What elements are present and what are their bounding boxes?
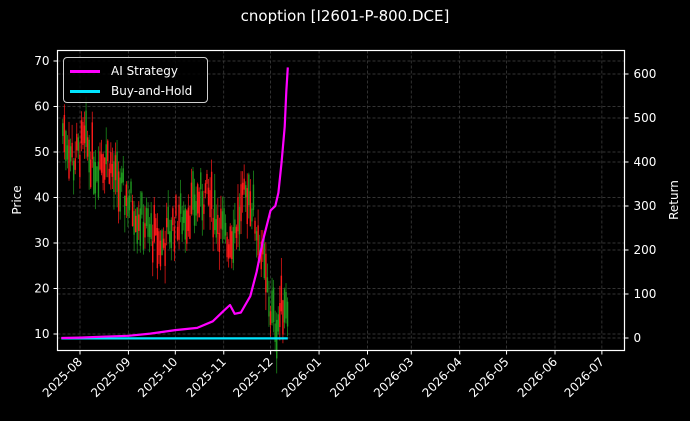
legend-label: AI Strategy	[111, 64, 178, 78]
y-tick-label: 50	[34, 145, 49, 159]
y2-tick-label: 0	[634, 331, 642, 345]
y-tick-label: 10	[34, 327, 49, 341]
x-tick-label: 2026-03	[371, 355, 416, 400]
x-tick-label: 2025-11	[184, 355, 229, 400]
y2-tick-label: 200	[634, 243, 657, 257]
x-tick-label: 2025-10	[135, 355, 180, 400]
y-axis-label: Price	[10, 185, 24, 214]
x-tick-label: 2026-06	[515, 355, 560, 400]
y-tick-label: 60	[34, 100, 49, 114]
x-tick-label: 2026-01	[279, 355, 324, 400]
legend-swatch-cyan	[70, 89, 100, 93]
chart-title: cnoption [I2601-P-800.DCE]	[240, 7, 450, 25]
y2-tick-label: 500	[634, 111, 657, 125]
ai-strategy-line	[61, 67, 289, 340]
legend: AI Strategy Buy-and-Hold	[63, 57, 208, 103]
x-tick-label: 2025-12	[230, 355, 275, 400]
y2-tick-label: 300	[634, 199, 657, 213]
x-tick-label: 2026-05	[466, 355, 511, 400]
x-tick-label: 2025-08	[40, 355, 85, 400]
x-tick-label: 2026-07	[562, 355, 607, 400]
price-candles	[62, 96, 289, 374]
y2-axis-label: Return	[667, 180, 681, 220]
x-tick-label: 2026-04	[419, 355, 464, 400]
y-tick-label: 30	[34, 236, 49, 250]
x-tick-label: 2025-09	[88, 355, 133, 400]
legend-swatch-magenta	[70, 69, 100, 73]
y2-tick-label: 400	[634, 155, 657, 169]
legend-item-ai-strategy: AI Strategy	[70, 62, 178, 80]
y2-tick-label: 100	[634, 287, 657, 301]
return-lines	[61, 67, 289, 340]
plot-frame	[56, 49, 626, 352]
legend-label: Buy-and-Hold	[111, 84, 193, 98]
y-tick-label: 70	[34, 54, 49, 68]
legend-item-buy-and-hold: Buy-and-Hold	[70, 82, 192, 100]
y-tick-label: 40	[34, 191, 49, 205]
y-tick-label: 20	[34, 282, 49, 296]
x-tick-label: 2026-02	[327, 355, 372, 400]
y2-tick-label: 600	[634, 67, 657, 81]
